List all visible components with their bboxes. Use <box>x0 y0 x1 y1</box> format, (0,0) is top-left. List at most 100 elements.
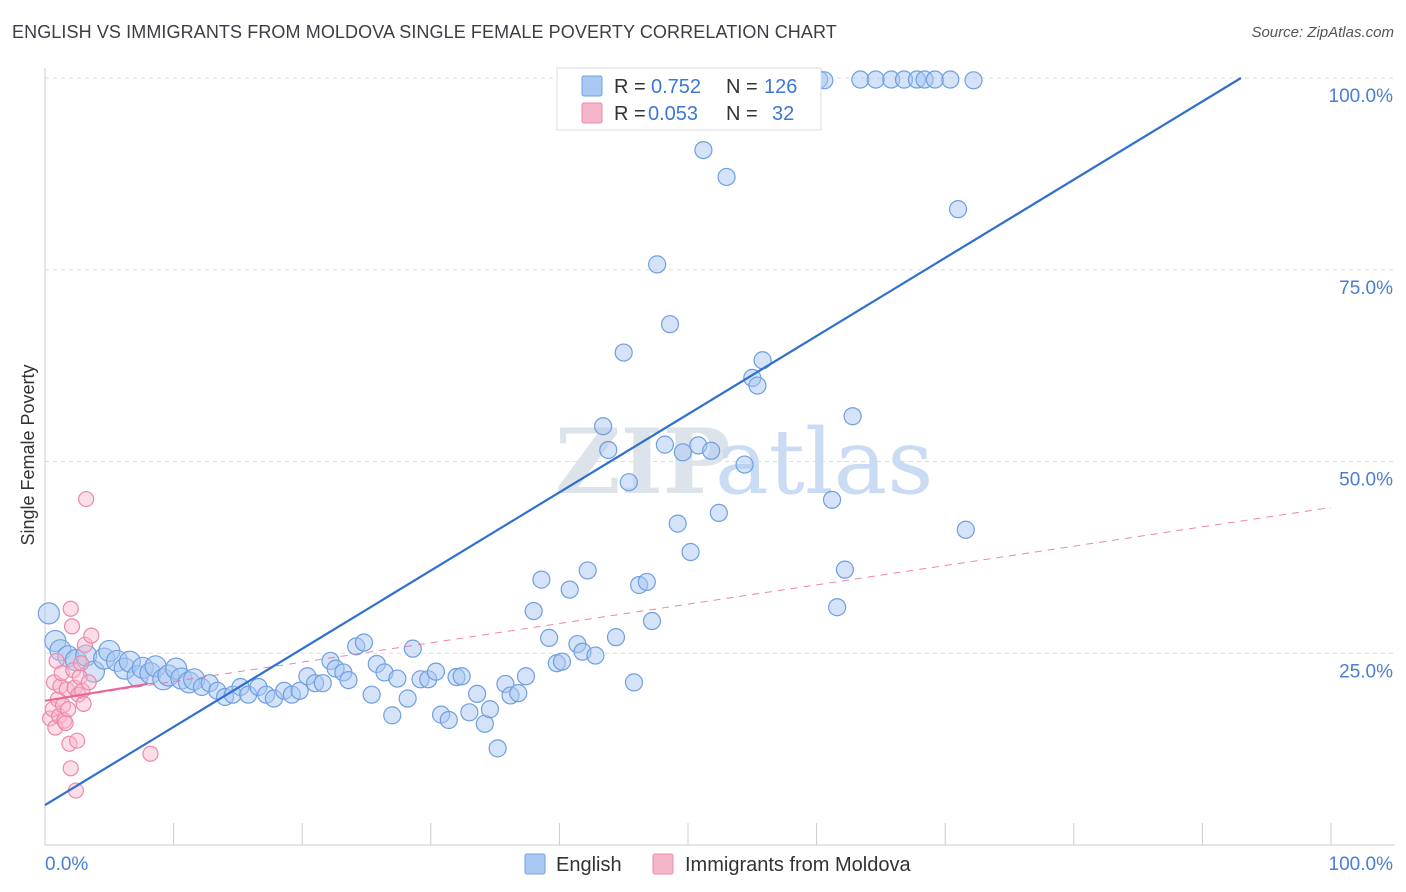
english-point <box>540 628 559 648</box>
moldova-point <box>63 618 81 635</box>
english-point <box>828 598 847 617</box>
chart-title: ENGLISH VS IMMIGRANTS FROM MOLDOVA SINGL… <box>12 22 837 42</box>
moldova-point <box>75 695 92 712</box>
watermark: ZIP atlas <box>555 409 933 515</box>
english-point <box>660 315 680 334</box>
english-point <box>624 673 644 692</box>
english-point <box>426 662 446 681</box>
english-point <box>516 667 536 686</box>
y-tick-label-2: 75.0% <box>1339 278 1393 299</box>
legend-swatch-moldova <box>652 853 674 875</box>
english-point <box>339 670 358 690</box>
moldova-point <box>62 600 79 617</box>
stats-n-label-moldova: N = <box>726 103 758 125</box>
english-point <box>524 601 543 621</box>
data-points <box>37 70 983 799</box>
moldova-point <box>60 701 77 718</box>
stats-r-label-moldova: R = <box>614 103 646 125</box>
axes <box>44 68 1395 846</box>
english-point <box>313 674 332 693</box>
english-point <box>648 255 667 274</box>
moldova-point <box>72 655 90 672</box>
chart-source: Source: ZipAtlas.com <box>1251 24 1394 41</box>
english-point <box>578 561 597 580</box>
moldova-point <box>76 636 93 653</box>
stats-swatch-moldova <box>581 102 603 124</box>
english-point <box>606 628 626 647</box>
english-point <box>717 167 736 187</box>
moldova-point <box>83 627 100 644</box>
moldova-point <box>62 760 79 777</box>
english-point <box>488 739 507 758</box>
english-point <box>941 70 960 89</box>
moldova-point <box>78 490 95 508</box>
english-point <box>956 520 975 539</box>
y-tick-label-3: 100.0% <box>1329 86 1394 107</box>
english-point <box>480 700 500 719</box>
moldova-point <box>80 674 97 691</box>
english-point <box>866 70 885 89</box>
english-point <box>560 580 579 599</box>
stats-n-value-english: 126 <box>764 76 797 98</box>
x-tick-label-1: 100.0% <box>1329 854 1394 875</box>
y-tick-label-1: 50.0% <box>1339 470 1393 491</box>
english-point <box>702 441 721 460</box>
english-point <box>439 710 458 730</box>
moldova-point <box>69 732 86 749</box>
english-point <box>403 639 422 658</box>
english-point <box>673 443 692 462</box>
stats-n-value-moldova: 32 <box>772 103 794 125</box>
english-point <box>614 343 633 362</box>
english-point <box>362 685 381 704</box>
moldova-point <box>142 745 159 762</box>
english-point <box>822 490 842 509</box>
watermark-zip: ZIP <box>555 409 730 515</box>
english-point <box>388 669 407 688</box>
english-point <box>748 376 767 395</box>
stats-n-label-english: N = <box>726 76 758 98</box>
y-axis-title: Single Female Poverty <box>18 364 38 545</box>
english-point <box>642 611 662 631</box>
english-point <box>668 514 687 533</box>
english-point <box>398 689 417 708</box>
english-point <box>509 684 528 703</box>
english-point <box>655 435 674 454</box>
english-point <box>681 542 700 562</box>
legend-swatch-english <box>524 853 546 875</box>
english-point <box>290 681 309 700</box>
series-legend: English Immigrants from Moldova <box>524 853 911 876</box>
stats-legend: R = 0.752 N = 126 R = 0.053 N = 32 <box>556 67 822 131</box>
english-point <box>594 417 613 436</box>
x-tick-labels: 0.0% 100.0% <box>45 854 1393 875</box>
english-point <box>599 440 618 460</box>
moldova-point <box>71 668 88 686</box>
y-tick-labels: 25.0% 50.0% 75.0% 100.0% <box>1329 86 1394 682</box>
x-tick-label-0: 0.0% <box>45 854 88 875</box>
english-trend-line <box>44 77 1242 807</box>
english-point <box>452 667 471 686</box>
english-point <box>709 503 728 522</box>
english-point <box>843 407 862 426</box>
gridlines <box>45 77 1395 654</box>
stats-r-value-english: 0.752 <box>651 76 701 98</box>
english-point <box>586 646 605 665</box>
y-tick-label-0: 25.0% <box>1339 661 1393 682</box>
moldova-trend-line <box>44 682 149 702</box>
english-point <box>948 200 968 219</box>
stats-r-label-english: R = <box>614 76 646 98</box>
english-point <box>383 706 402 725</box>
english-point <box>552 652 572 671</box>
english-point <box>532 570 551 589</box>
english-point <box>851 70 870 89</box>
trend-lines <box>44 77 1332 807</box>
english-point <box>964 71 983 90</box>
english-point <box>37 602 60 625</box>
english-point <box>619 473 638 492</box>
english-point <box>925 70 945 89</box>
moldova-trend-extension <box>44 507 1332 702</box>
english-point <box>694 140 713 160</box>
legend-label-english: English <box>556 854 622 876</box>
english-point <box>735 455 754 474</box>
english-point <box>467 684 487 704</box>
